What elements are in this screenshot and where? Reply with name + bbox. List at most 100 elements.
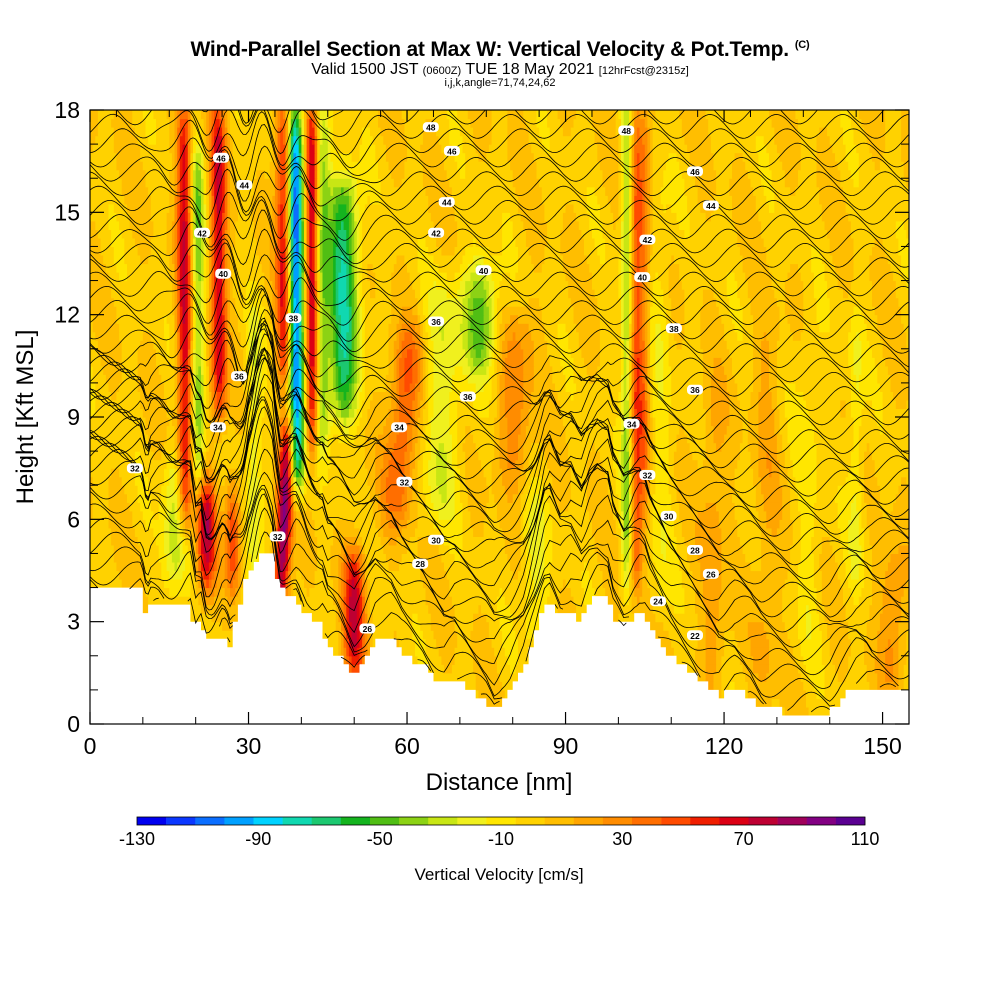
velocity-cell xyxy=(179,374,183,384)
velocity-cell xyxy=(634,391,641,401)
velocity-cell xyxy=(317,340,321,350)
velocity-cell xyxy=(647,459,651,469)
velocity-cell xyxy=(211,459,218,469)
velocity-cell xyxy=(301,357,305,367)
velocity-cell xyxy=(375,272,392,282)
velocity-cell xyxy=(470,289,487,299)
velocity-cell xyxy=(864,655,876,665)
velocity-cell xyxy=(528,544,546,554)
velocity-cell xyxy=(346,272,350,282)
velocity-cell xyxy=(745,272,773,282)
velocity-cell xyxy=(504,382,524,392)
velocity-cell xyxy=(359,655,363,665)
velocity-cell xyxy=(370,604,429,614)
velocity-cell xyxy=(198,476,202,486)
velocity-cell xyxy=(113,297,173,307)
velocity-cell xyxy=(383,544,408,554)
velocity-cell xyxy=(557,331,569,341)
velocity-cell xyxy=(309,357,316,367)
velocity-cell xyxy=(322,382,329,392)
velocity-cell xyxy=(285,280,289,290)
velocity-cell xyxy=(280,570,284,580)
velocity-cell xyxy=(121,365,139,375)
velocity-cell xyxy=(639,391,646,401)
velocity-cell xyxy=(784,280,804,290)
velocity-cell xyxy=(782,502,791,512)
velocity-cell xyxy=(145,587,170,597)
velocity-cell xyxy=(634,306,638,316)
velocity-cell xyxy=(776,365,852,375)
velocity-cell xyxy=(525,502,532,512)
velocity-cell xyxy=(311,255,316,265)
velocity-cell xyxy=(182,348,189,358)
velocity-cell xyxy=(769,348,778,358)
velocity-cell xyxy=(647,289,651,299)
velocity-cell xyxy=(618,468,622,478)
velocity-cell xyxy=(401,502,408,512)
velocity-cell xyxy=(507,553,522,563)
velocity-cell xyxy=(853,425,860,435)
velocity-cell xyxy=(488,246,503,256)
velocity-cell xyxy=(623,468,630,478)
velocity-cell xyxy=(206,553,210,563)
velocity-cell xyxy=(388,340,395,350)
velocity-cell xyxy=(341,340,347,350)
velocity-cell xyxy=(404,510,411,520)
velocity-cell xyxy=(354,417,361,427)
velocity-cell xyxy=(288,391,292,401)
velocity-cell xyxy=(652,237,738,247)
velocity-cell xyxy=(488,323,493,333)
velocity-cell xyxy=(623,391,627,401)
velocity-cell xyxy=(449,399,458,409)
velocity-cell xyxy=(652,459,656,469)
velocity-cell xyxy=(784,408,810,418)
velocity-cell xyxy=(573,374,590,384)
velocity-cell xyxy=(430,621,456,631)
velocity-cell xyxy=(227,425,236,435)
valid-utc: (0600Z) xyxy=(422,65,462,77)
velocity-cell xyxy=(626,382,630,392)
velocity-cell xyxy=(787,468,794,478)
velocity-cell xyxy=(885,357,909,367)
velocity-cell xyxy=(111,468,120,478)
velocity-cell xyxy=(761,476,781,486)
velocity-cell xyxy=(700,340,728,350)
velocity-cell xyxy=(290,553,294,563)
velocity-cell xyxy=(362,237,419,247)
velocity-cell xyxy=(330,562,339,572)
velocity-cell xyxy=(428,391,435,401)
velocity-cell xyxy=(216,510,228,520)
velocity-cell xyxy=(813,289,828,299)
velocity-cell xyxy=(634,263,638,273)
velocity-cell xyxy=(219,476,226,486)
velocity-cell xyxy=(187,331,191,341)
velocity-cell xyxy=(346,340,353,350)
velocity-cell xyxy=(208,468,215,478)
velocity-cell xyxy=(364,442,376,452)
velocity-cell xyxy=(428,459,437,469)
velocity-cell xyxy=(562,417,617,427)
velocity-cell xyxy=(650,306,667,316)
velocity-cell xyxy=(861,544,865,554)
velocity-cell xyxy=(507,434,519,444)
velocity-cell xyxy=(713,365,725,375)
velocity-cell xyxy=(264,493,273,503)
velocity-cell xyxy=(187,246,191,256)
velocity-cell xyxy=(348,647,353,657)
velocity-cell xyxy=(618,459,622,469)
velocity-cell xyxy=(177,434,181,444)
velocity-cell xyxy=(280,340,287,350)
velocity-cell xyxy=(150,237,168,247)
velocity-cell xyxy=(623,382,627,392)
velocity-cell xyxy=(306,451,310,461)
velocity-cell xyxy=(504,485,519,495)
velocity-cell xyxy=(314,408,318,418)
velocity-cell xyxy=(668,340,678,350)
velocity-cell xyxy=(306,314,310,324)
velocity-cell xyxy=(177,246,181,256)
velocity-cell xyxy=(341,621,345,631)
velocity-cell xyxy=(201,323,205,333)
velocity-cell xyxy=(259,536,265,546)
velocity-cell xyxy=(187,374,191,384)
